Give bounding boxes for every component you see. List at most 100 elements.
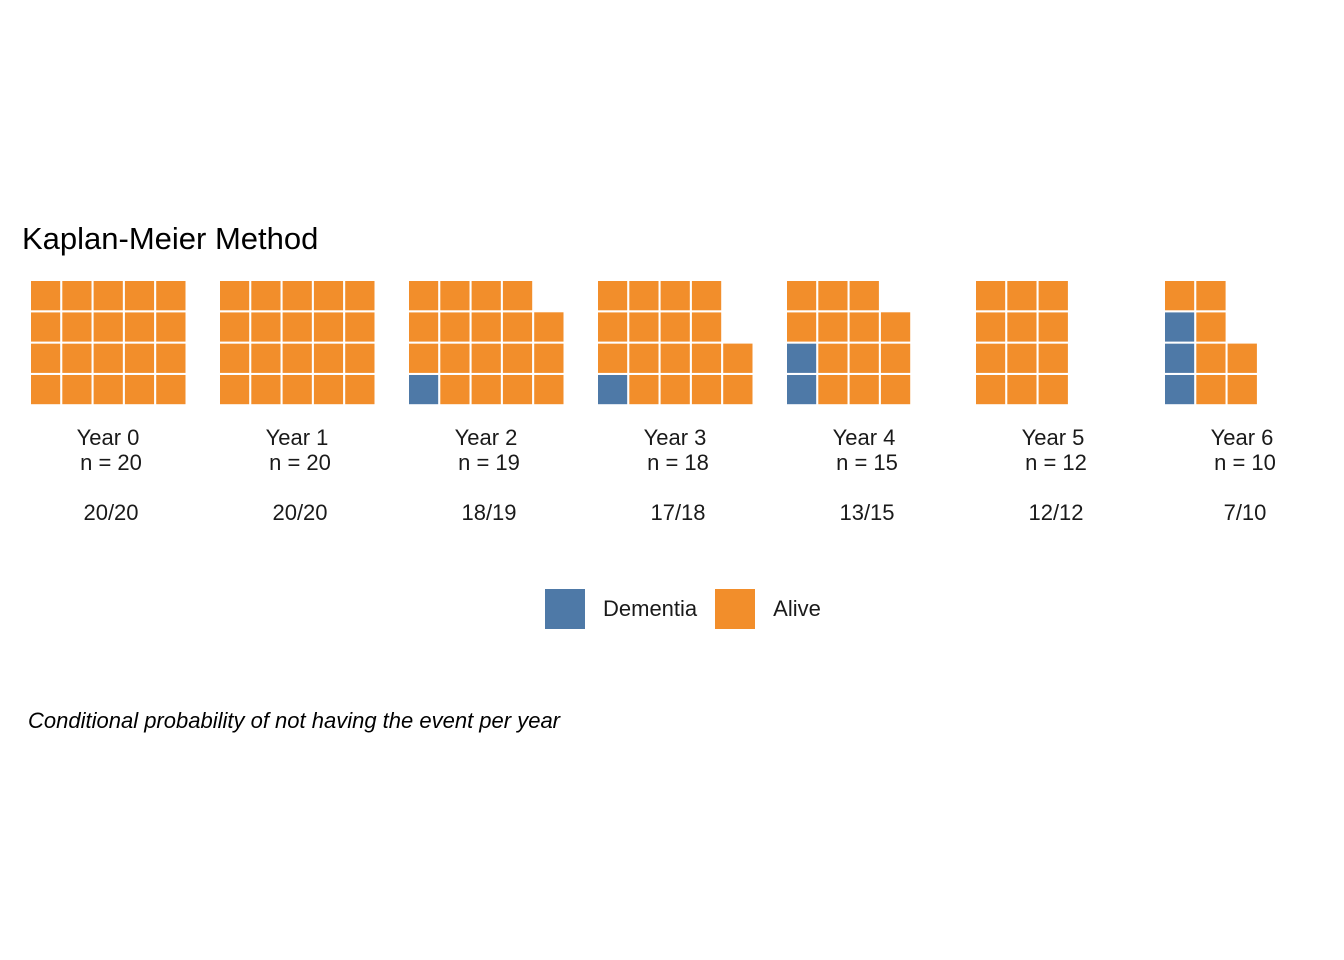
legend-label-alive: Alive xyxy=(773,596,821,621)
waffle-cell-alive xyxy=(878,341,913,375)
waffle-cell-alive xyxy=(689,310,724,344)
panel-ratio-label: 20/20 xyxy=(272,500,327,525)
waffle-cell-alive xyxy=(689,279,724,313)
waffle-cell-alive xyxy=(122,279,157,313)
legend-swatch-alive xyxy=(715,589,756,629)
waffle-cell-alive xyxy=(91,279,125,313)
waffle-cell-alive xyxy=(658,372,692,407)
waffle-cell-alive xyxy=(878,310,913,344)
panel-ratio-label: 12/12 xyxy=(1028,500,1083,525)
waffle-cell-dementia xyxy=(1163,372,1197,407)
waffle-cell-alive xyxy=(91,341,125,375)
waffle-cell-alive xyxy=(469,341,503,375)
panel-ratio-label: 17/18 xyxy=(650,500,705,525)
panel-year-label: Year 6 xyxy=(1211,425,1274,450)
waffle-cell-alive xyxy=(816,372,850,407)
waffle-cell-alive xyxy=(280,341,314,375)
waffle-cell-alive xyxy=(438,310,472,344)
waffle-cell-alive xyxy=(500,310,535,344)
waffle-cell-alive xyxy=(122,310,157,344)
panel-year-label: Year 1 xyxy=(266,425,329,450)
waffle-cell-alive xyxy=(1005,279,1039,313)
waffle-cell-alive xyxy=(154,372,188,407)
waffle-cell-dementia xyxy=(1163,341,1197,375)
panel-n-label: n = 19 xyxy=(458,450,520,475)
waffle-cell-alive xyxy=(974,279,1008,313)
waffle-cell-alive xyxy=(532,341,566,375)
panel-ratio-label: 13/15 xyxy=(839,500,894,525)
waffle-cell-alive xyxy=(658,310,692,344)
waffle-cell-alive xyxy=(280,372,314,407)
waffle-cell-alive xyxy=(311,372,346,407)
waffle-cell-alive xyxy=(500,372,535,407)
panel-year-label: Year 0 xyxy=(77,425,140,450)
waffle-cell-dementia xyxy=(596,372,630,407)
waffle-cell-alive xyxy=(1163,279,1197,313)
waffle-cell-alive xyxy=(627,310,661,344)
panel-n-label: n = 18 xyxy=(647,450,709,475)
chart-caption: Conditional probability of not having th… xyxy=(28,708,561,733)
panel-ratio-label: 18/19 xyxy=(461,500,516,525)
waffle-cell-alive xyxy=(1005,341,1039,375)
panel-year-label: Year 5 xyxy=(1022,425,1085,450)
waffle-cell-alive xyxy=(689,341,724,375)
waffle-panel: Year 5n = 12 12/12 xyxy=(974,279,1087,525)
waffle-cell-dementia xyxy=(1163,310,1197,344)
waffle-cell-alive xyxy=(816,310,850,344)
waffle-cell-alive xyxy=(407,310,441,344)
waffle-cell-alive xyxy=(1036,310,1070,344)
waffle-cell-alive xyxy=(847,372,881,407)
waffle-cell-alive xyxy=(343,310,377,344)
waffle-cell-alive xyxy=(60,372,94,407)
waffle-cell-alive xyxy=(627,372,661,407)
legend-item-dementia: Dementia xyxy=(545,589,697,629)
waffle-cell-alive xyxy=(154,279,188,313)
waffle-cell-alive xyxy=(1036,341,1070,375)
waffle-cell-alive xyxy=(311,310,346,344)
waffle-panel: Year 0n = 20 20/20 xyxy=(29,279,188,525)
waffle-cell-alive xyxy=(249,279,283,313)
waffle-cell-alive xyxy=(785,310,819,344)
waffle-cell-alive xyxy=(596,310,630,344)
panel-ratio-label: 7/10 xyxy=(1224,500,1267,525)
waffle-cell-alive xyxy=(29,341,63,375)
waffle-cell-alive xyxy=(407,341,441,375)
waffle-cell-alive xyxy=(596,341,630,375)
waffle-panel: Year 4n = 15 13/15 xyxy=(785,279,913,525)
legend: Dementia Alive xyxy=(545,589,839,629)
waffle-cell-alive xyxy=(218,310,252,344)
waffle-cell-alive xyxy=(974,372,1008,407)
waffle-cell-alive xyxy=(974,341,1008,375)
waffle-cell-alive xyxy=(91,310,125,344)
waffle-cell-alive xyxy=(1194,341,1228,375)
waffle-cell-alive xyxy=(1036,372,1070,407)
waffle-cell-alive xyxy=(627,279,661,313)
waffle-cell-alive xyxy=(658,279,692,313)
waffle-cell-alive xyxy=(1194,372,1228,407)
waffle-cell-alive xyxy=(974,310,1008,344)
waffle-cell-alive xyxy=(658,341,692,375)
waffle-cell-alive xyxy=(29,279,63,313)
waffle-cell-alive xyxy=(721,341,755,375)
waffle-cell-alive xyxy=(29,310,63,344)
waffle-cell-alive xyxy=(438,341,472,375)
waffle-cell-alive xyxy=(218,279,252,313)
waffle-panel: Year 1n = 20 20/20 xyxy=(218,279,377,525)
waffle-cell-alive xyxy=(469,372,503,407)
waffle-cell-alive xyxy=(1005,372,1039,407)
waffle-cell-alive xyxy=(1036,279,1070,313)
waffle-cell-alive xyxy=(311,279,346,313)
waffle-cell-alive xyxy=(407,279,441,313)
waffle-cell-alive xyxy=(249,341,283,375)
waffle-cell-alive xyxy=(469,310,503,344)
waffle-cell-alive xyxy=(1194,310,1228,344)
waffle-cell-alive xyxy=(438,279,472,313)
waffle-cell-alive xyxy=(469,279,503,313)
waffle-cell-alive xyxy=(154,341,188,375)
waffle-cell-alive xyxy=(60,279,94,313)
waffle-cell-alive xyxy=(532,310,566,344)
waffle-cell-alive xyxy=(343,372,377,407)
waffle-cell-alive xyxy=(280,310,314,344)
legend-swatch-dementia xyxy=(545,589,585,629)
